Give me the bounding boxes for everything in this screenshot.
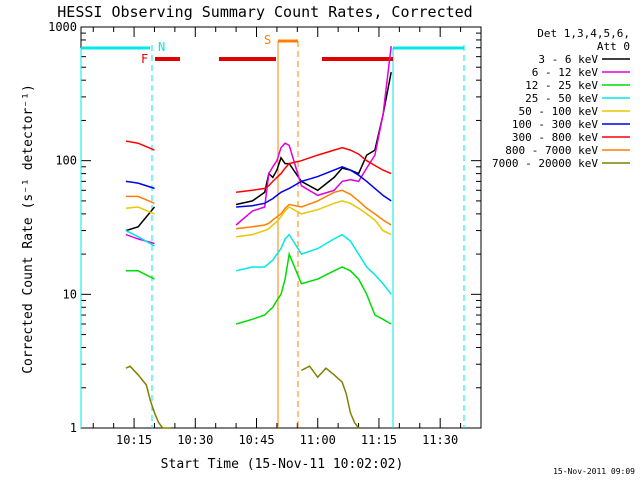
series-line-100-300-kev — [125, 165, 392, 208]
x-tick-label: 10:45 — [238, 433, 274, 447]
x-tick-label: 11:15 — [361, 433, 397, 447]
x-tick-label: 11:30 — [422, 433, 458, 447]
legend-label: 50 - 100 keV — [519, 105, 599, 118]
saa-flag-label: S — [264, 33, 271, 47]
y-tick-label: 10 — [63, 287, 77, 301]
y-tick-label: 1 — [70, 421, 77, 435]
y-tick-label: 1000 — [48, 20, 77, 34]
x-axis-label: Start Time (15-Nov-11 10:02:02) — [161, 457, 404, 472]
x-tick-label: 10:15 — [116, 433, 152, 447]
series-line-12-25-kev — [125, 251, 392, 325]
legend-label: 100 - 300 keV — [512, 118, 598, 131]
footer-timestamp: 15-Nov-2011 09:09 — [553, 467, 635, 476]
night-flag-label: N — [158, 40, 165, 54]
legend-label: 12 - 25 keV — [525, 79, 598, 92]
plot-frame — [80, 26, 482, 429]
legend-label: 25 - 50 keV — [525, 92, 598, 105]
series-line-6-12-kev — [125, 46, 392, 245]
series-line-50-100-kev — [125, 200, 392, 238]
x-tick-label: 10:30 — [177, 433, 213, 447]
series-line-300-800-kev — [125, 140, 392, 194]
x-tick-label: 11:00 — [300, 433, 336, 447]
legend-label: 800 - 7000 keV — [505, 144, 598, 157]
y-tick-label: 100 — [55, 154, 77, 168]
series-line-7000-20000-kev — [125, 365, 360, 429]
y-axis-label: Corrected Count Rate (s⁻¹ detector⁻¹) — [21, 84, 36, 374]
legend-label: 7000 - 20000 keV — [492, 157, 598, 170]
observing-flags: NF S — [80, 33, 465, 428]
series-line-800-7000-kev — [125, 189, 392, 230]
flare-flag-label: F — [141, 52, 148, 66]
legend-label: 6 - 12 keV — [532, 66, 599, 79]
axes: 1 10 100 1000 10:15 10:30 10:45 11:00 11:15 11:30 — [48, 20, 482, 447]
series-line-25-50-kev — [125, 229, 392, 295]
legend-label: 300 - 800 keV — [512, 131, 598, 144]
chart-title: HESSI Observing Summary Count Rates, Cor… — [57, 3, 472, 21]
legend-header-line-2: Att 0 — [597, 40, 630, 53]
series-lines — [125, 46, 392, 429]
legend-header-line-1: Det 1,3,4,5,6, — [537, 27, 630, 40]
legend-label: 3 - 6 keV — [538, 53, 598, 66]
